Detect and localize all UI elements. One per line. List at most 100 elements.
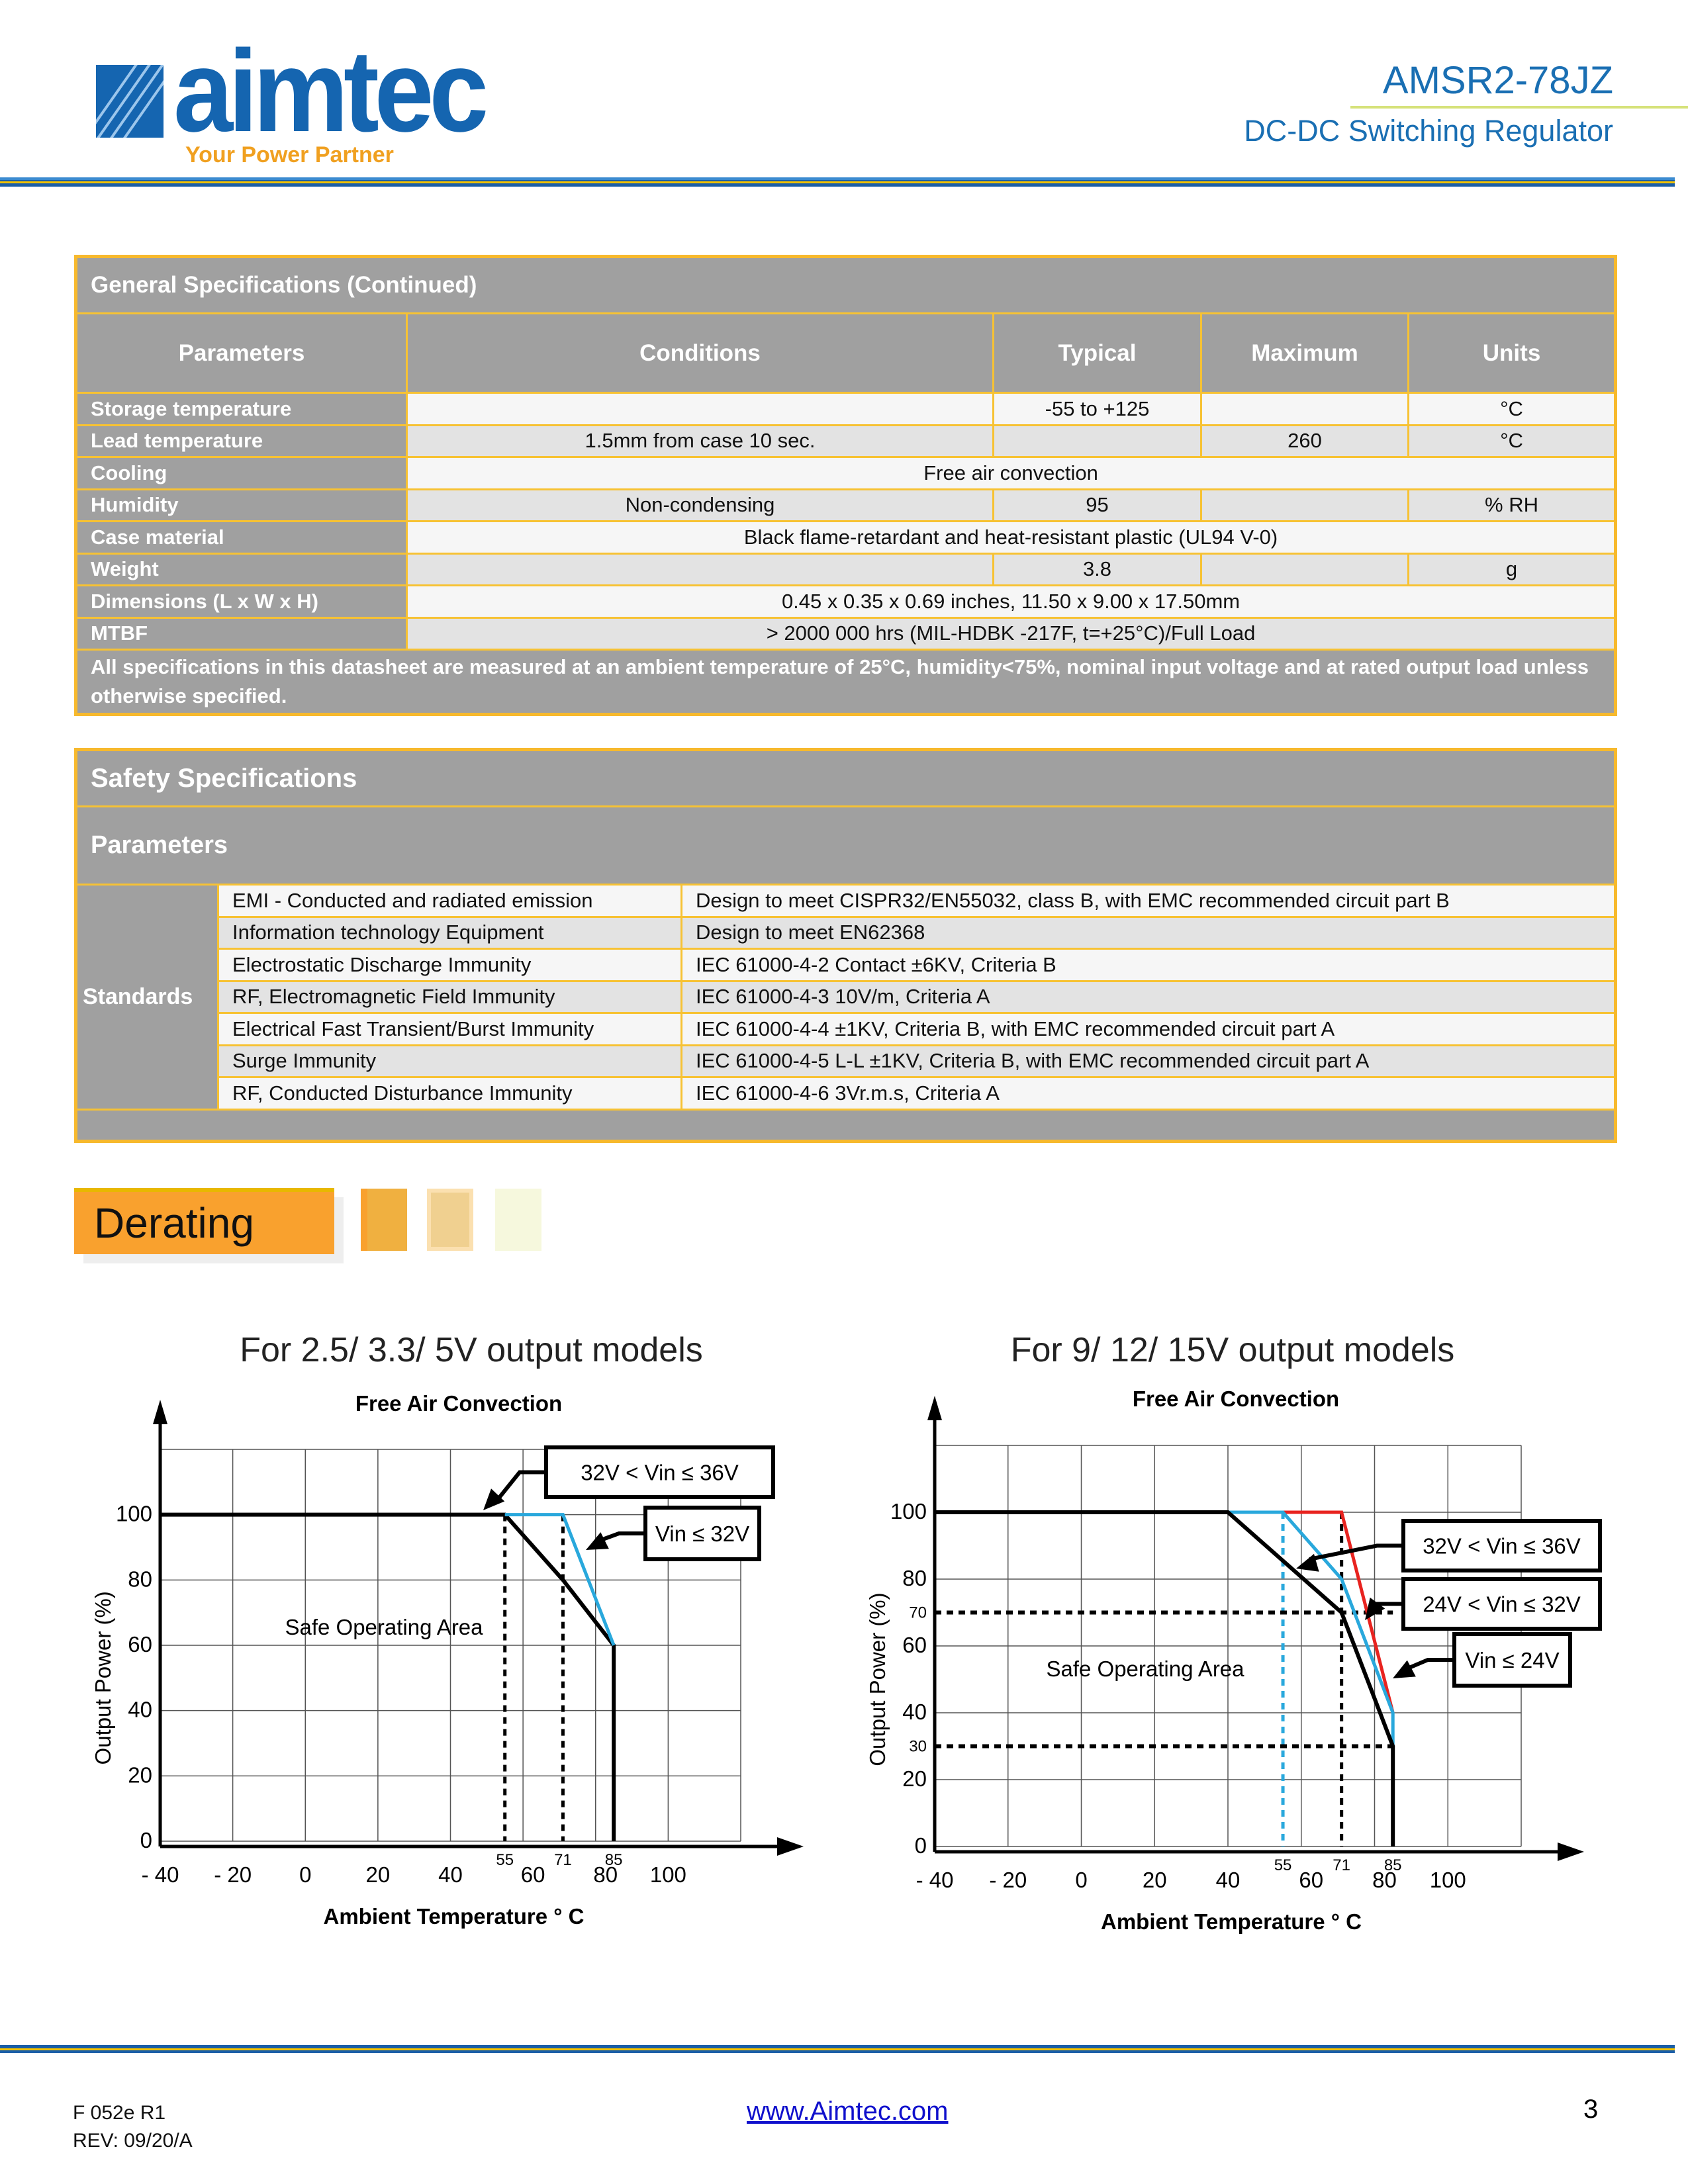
x-tick-label: 40 [1216,1868,1241,1892]
table-title: Safety Specifications [75,749,1617,807]
param: Lead temperature [75,424,408,458]
units: °C [1407,392,1617,426]
param: Storage temperature [75,392,408,426]
x-tick-label: - 40 [916,1868,954,1892]
revision: REV: 09/20/A [73,2130,193,2152]
x-tick-label-minor: 55 [496,1851,514,1869]
y-tick-label-minor: 70 [909,1604,927,1622]
x-tick-label: - 20 [214,1862,252,1887]
max [1200,488,1409,522]
y-tick-label: 40 [128,1698,152,1722]
param: Dimensions (L x W x H) [75,584,408,619]
chart-heading: For 2.5/ 3.3/ 5V output models [240,1331,703,1369]
logo: aimtec [173,26,489,156]
value: > 2000 000 hrs (MIL-HDBK -217F, t=+25°C)… [405,616,1617,651]
item: RF, Electromagnetic Field Immunity [217,979,682,1014]
x-tick-label: - 40 [142,1862,179,1887]
max: 260 [1200,424,1409,458]
y-tick-label: 60 [902,1633,927,1657]
table-row: RF, Conducted Disturbance Immunity IEC 61… [76,1076,1617,1111]
callout-arrow-line [598,1531,645,1543]
y-tick-label: 100 [116,1502,152,1526]
table-footer-bar [75,1108,1617,1142]
callout-arrow-head [586,1532,609,1550]
x-axis-arrow [777,1837,804,1856]
callout-arrow-head [1296,1553,1319,1572]
x-axis-title: Ambient Temperature ° C [1101,1909,1362,1934]
x-tick-label: 80 [1372,1868,1397,1892]
x-tick-label-minor: 85 [605,1851,623,1869]
table-row: Weight 3.8 g [75,552,1617,586]
item: Surge Immunity [217,1044,682,1078]
table-title: General Specifications (Continued) [74,255,1617,314]
callout-arrow-line [494,1470,546,1502]
max [1200,552,1409,586]
value: IEC 61000-4-2 Contact ±6KV, Criteria B [680,948,1617,982]
standards-label: Standards [75,884,219,1111]
table-row: Humidity Non-condensing 95 % RH [75,488,1617,522]
y-tick-label: 20 [902,1766,927,1791]
page-number: 3 [1583,2095,1599,2124]
website-link[interactable]: www.Aimtec.com [747,2097,949,2126]
legend-callout-label: 24V < Vin ≤ 32V [1423,1592,1581,1617]
region-label: Safe Operating Area [1046,1657,1244,1681]
y-tick-label: 20 [128,1762,152,1787]
legend-callout-label: Vin ≤ 24V [1465,1648,1559,1672]
table-row: Electrostatic Discharge Immunity IEC 6100… [76,948,1617,982]
param: Case material [75,520,408,555]
param: MTBF [75,616,408,651]
param: Weight [75,552,408,586]
item: Electrical Fast Transient/Burst Immunity [217,1012,682,1046]
item: RF, Conducted Disturbance Immunity [217,1076,682,1111]
units: % RH [1407,488,1617,522]
value: Black flame-retardant and heat-resistant… [405,520,1617,555]
footer-form: F 052e R1 REV: 09/20/A [73,2099,193,2155]
x-tick-label: 0 [1075,1868,1087,1892]
series-line [935,1510,1395,1846]
max [1200,392,1409,426]
y-tick-label: 0 [915,1833,927,1858]
table-row: Standards EMI - Conducted and radiated em… [75,884,1617,1111]
table-note: All specifications in this datasheet are… [74,649,1617,715]
product-subtitle: DC-DC Switching Regulator [1244,114,1613,148]
table-row: Lead temperature 1.5mm from case 10 sec. 2… [75,424,1617,458]
value: 0.45 x 0.35 x 0.69 inches, 11.50 x 9.00 … [405,584,1617,619]
typ: 95 [992,488,1202,522]
table-row: Case material Black flame-retardant and h… [75,520,1617,555]
col-header: Conditions [406,312,994,394]
col-header: Typical [992,312,1202,394]
safety-specs-table: Safety Specifications Parameters Standar… [74,748,1617,1143]
y-tick-label: 60 [128,1632,152,1657]
series-line [1283,1510,1395,1713]
section-heading-derating: Derating [74,1188,334,1254]
legend-callout-box [1452,1632,1572,1688]
x-tick-label: 0 [299,1862,311,1887]
legend-callout-box [1401,1519,1602,1572]
value: IEC 61000-4-6 3Vr.m.s, Criteria A [680,1076,1617,1111]
units: g [1407,552,1617,586]
callout-arrow-head [1365,1597,1385,1620]
cond: Non-condensing [406,488,994,522]
col-header: Maximum [1200,312,1409,394]
table-row: Surge Immunity IEC 61000-4-5 L-L ±1KV, Cr… [76,1044,1617,1078]
x-axis-title: Ambient Temperature ° C [324,1904,585,1929]
legend-callout-label: Vin ≤ 32V [655,1522,749,1546]
col-header: Units [1407,312,1617,394]
tagline: Your Power Partner [185,142,394,167]
y-tick-label: 100 [890,1499,927,1524]
y-axis-title: Output Power (%) [91,1591,115,1764]
logo-mark [96,65,164,138]
x-tick-label: 100 [1430,1868,1466,1892]
x-tick-label-minor: 55 [1274,1856,1292,1874]
x-tick-label: 100 [650,1862,686,1887]
params-label: Parameters [75,805,1617,886]
decor-block [361,1189,407,1251]
param: Cooling [75,456,408,490]
table-row: Electrical Fast Transient/Burst Immunity… [76,1012,1617,1046]
y-tick-label: 80 [128,1567,152,1591]
table-row: Cooling Free air convection [75,456,1617,490]
table-row: RF, Electromagnetic Field Immunity IEC 61… [76,979,1617,1014]
series-line [1228,1510,1395,1747]
table-row: Storage temperature -55 to +125 °C [75,392,1617,426]
table-row: Dimensions (L x W x H) 0.45 x 0.35 x 0.69… [75,584,1617,619]
